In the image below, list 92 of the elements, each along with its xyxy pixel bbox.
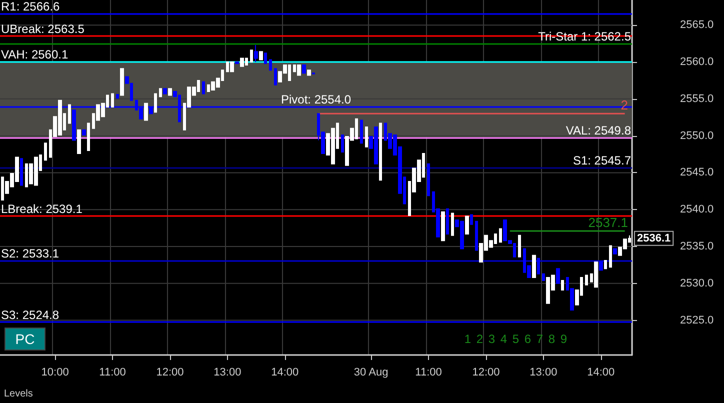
annotation: 2536.1 bbox=[637, 232, 671, 244]
candlestick bbox=[44, 142, 47, 161]
ref-line-label: S2: 2533.1 bbox=[1, 246, 60, 261]
x-tick-label: 11:00 bbox=[415, 366, 442, 378]
x-tick-label: 11:00 bbox=[99, 366, 126, 378]
y-tick-label: 2550.0 bbox=[680, 130, 714, 142]
candlestick bbox=[518, 234, 521, 258]
candlestick bbox=[159, 88, 162, 98]
y-tick-label: 2565.0 bbox=[680, 19, 714, 32]
candlestick bbox=[307, 70, 311, 76]
candlestick bbox=[168, 88, 172, 96]
candlestick bbox=[254, 44, 258, 62]
candlestick bbox=[427, 163, 430, 196]
text: Levels bbox=[4, 388, 33, 400]
candlestick bbox=[68, 104, 71, 124]
candlestick bbox=[475, 220, 478, 251]
x-tick-label: 14:00 bbox=[587, 366, 615, 378]
candlestick bbox=[609, 245, 612, 268]
annotation: 9 bbox=[560, 332, 568, 346]
ref-line-label: R1: 2566.6 bbox=[1, 0, 60, 14]
ref-line-label: LBreak: 2539.1 bbox=[1, 202, 83, 216]
candlestick bbox=[379, 122, 382, 181]
annotation: 1 bbox=[464, 332, 472, 346]
candlestick bbox=[259, 51, 263, 60]
x-tick-label: 12:00 bbox=[472, 366, 500, 378]
ref-line-label: Pivot: 2554.0 bbox=[280, 92, 352, 106]
candlestick bbox=[451, 212, 454, 236]
y-tick-label: 2545.0 bbox=[680, 166, 714, 179]
annotation: 8 bbox=[548, 332, 556, 346]
candlestick bbox=[77, 129, 81, 154]
candlestick bbox=[465, 216, 469, 234]
annotation: 2537.1 bbox=[588, 215, 628, 230]
x-tick-label: 14:00 bbox=[271, 366, 299, 378]
candlestick bbox=[269, 59, 272, 71]
ref-line-label: UBreak: 2563.5 bbox=[1, 22, 85, 36]
y-tick-label: 2555.0 bbox=[680, 92, 714, 105]
candlestick bbox=[594, 262, 598, 288]
candlestick bbox=[163, 88, 167, 94]
candlestick bbox=[250, 50, 253, 62]
ref-line-label: S1: 2545.7 bbox=[572, 154, 632, 168]
candlestick bbox=[613, 248, 617, 254]
candlestick bbox=[230, 61, 234, 72]
candlestick bbox=[604, 260, 607, 270]
candlestick bbox=[532, 254, 536, 278]
y-tick-label: 2530.0 bbox=[680, 277, 714, 290]
candlestick bbox=[240, 58, 244, 67]
candlestick bbox=[235, 61, 239, 64]
candlestick bbox=[87, 122, 90, 152]
y-tick-label: 2535.0 bbox=[680, 240, 714, 253]
y-tick-label: 2560.0 bbox=[680, 56, 714, 68]
annotation: 2 bbox=[476, 332, 484, 346]
x-tick-label: 30 Aug bbox=[354, 366, 388, 378]
candlestick bbox=[302, 64, 306, 74]
candlestick bbox=[446, 208, 449, 234]
candlestick bbox=[120, 68, 124, 96]
y-tick-label: 2525.0 bbox=[680, 314, 714, 326]
candlestick bbox=[116, 94, 119, 99]
candlestick bbox=[82, 129, 86, 136]
candlestick bbox=[20, 158, 23, 186]
candlestick bbox=[537, 258, 540, 274]
x-tick-label: 13:00 bbox=[214, 366, 242, 378]
x-tick-label: 10:00 bbox=[41, 366, 69, 378]
candlestick bbox=[360, 120, 363, 144]
candlestick bbox=[111, 93, 114, 108]
candlestick bbox=[202, 81, 205, 94]
candlestick bbox=[599, 262, 603, 271]
candlestick bbox=[144, 102, 148, 121]
candlestick bbox=[297, 64, 301, 76]
annotation: PC bbox=[15, 331, 35, 347]
annotation: 7 bbox=[536, 332, 544, 346]
y-tick-label: 2540.0 bbox=[680, 204, 714, 216]
x-tick-label: 13:00 bbox=[530, 366, 558, 378]
ref-line-label: VAL: 2549.8 bbox=[566, 123, 632, 138]
candlestick bbox=[556, 268, 560, 284]
annotation: 3 bbox=[488, 332, 496, 346]
candlestick bbox=[365, 126, 368, 148]
annotation: 4 bbox=[500, 332, 508, 346]
ref-line-label: S3: 2524.8 bbox=[1, 308, 60, 322]
candlestick bbox=[470, 214, 473, 225]
candlestick bbox=[561, 280, 564, 291]
candlestick bbox=[154, 93, 157, 113]
candlestick bbox=[341, 134, 344, 153]
candlestick bbox=[264, 52, 267, 64]
annotation: 5 bbox=[512, 332, 520, 346]
x-tick-label: 12:00 bbox=[156, 366, 184, 378]
candlestick bbox=[499, 228, 502, 243]
candlestick bbox=[542, 273, 545, 281]
annotation: 6 bbox=[524, 332, 532, 346]
candlestick bbox=[274, 68, 277, 86]
candlestick bbox=[441, 211, 445, 242]
ref-line-label: VAH: 2560.1 bbox=[1, 47, 68, 62]
candlestick bbox=[585, 274, 588, 286]
